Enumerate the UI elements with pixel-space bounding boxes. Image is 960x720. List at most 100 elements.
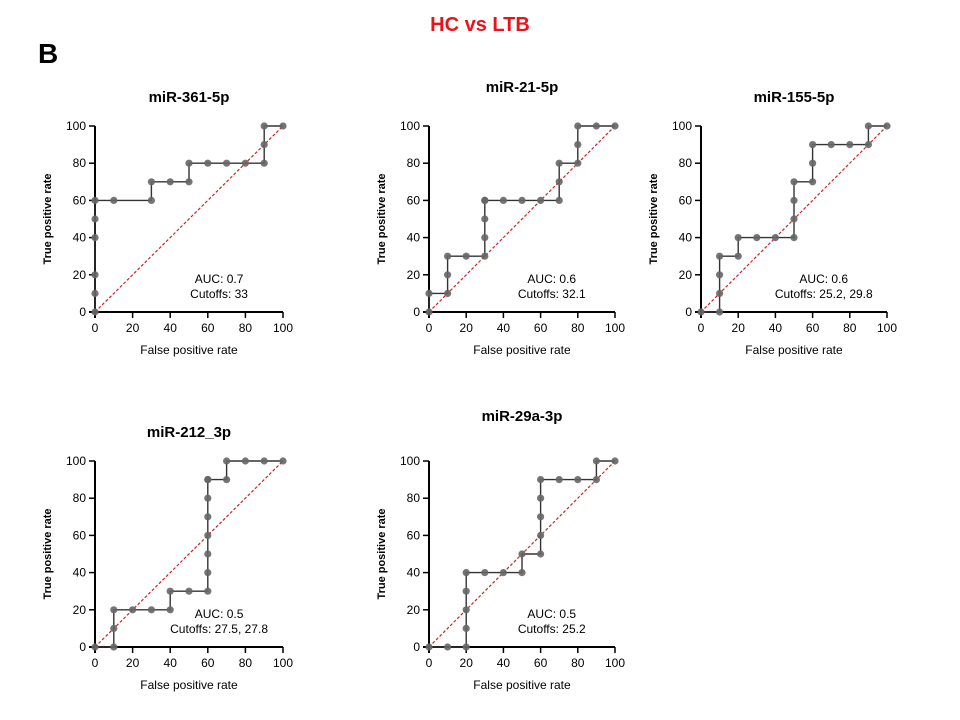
roc-data-point — [574, 141, 582, 149]
roc-data-point — [147, 178, 155, 186]
roc-data-point — [279, 457, 287, 465]
x-tick-label: 80 — [571, 656, 585, 670]
roc-data-point — [518, 569, 526, 577]
roc-data-point — [204, 159, 212, 167]
roc-data-point — [260, 141, 268, 149]
roc-data-point — [790, 196, 798, 204]
roc-data-point — [91, 289, 99, 297]
y-tick-label: 100 — [66, 119, 86, 133]
roc-data-point — [555, 476, 563, 484]
y-tick-label: 0 — [79, 640, 86, 654]
y-tick-label: 20 — [73, 268, 87, 282]
x-tick-label: 60 — [806, 321, 820, 335]
roc-panel: miR-212_3p 0 20 40 60 80 100 0 20 40 60 80 100 True p… — [42, 424, 293, 692]
x-tick-label: 0 — [92, 656, 99, 670]
y-tick-label: 80 — [73, 491, 87, 505]
roc-data-point — [574, 122, 582, 130]
roc-data-point — [537, 476, 545, 484]
y-tick-label: 20 — [407, 268, 421, 282]
y-tick-label: 60 — [407, 193, 421, 207]
roc-data-point — [481, 196, 489, 204]
roc-data-point — [91, 271, 99, 279]
roc-data-point — [166, 587, 174, 595]
y-axis-label: True positive rate — [648, 173, 660, 264]
roc-data-point — [537, 513, 545, 521]
roc-data-point — [827, 141, 835, 149]
y-tick-label: 20 — [679, 268, 693, 282]
roc-data-point — [260, 159, 268, 167]
x-tick-label: 100 — [273, 321, 293, 335]
roc-data-point — [425, 308, 433, 316]
x-tick-label: 0 — [698, 321, 705, 335]
x-tick-label: 100 — [877, 321, 897, 335]
roc-data-point — [462, 606, 470, 614]
figure-title: HC vs LTB — [430, 14, 530, 36]
roc-data-point — [147, 606, 155, 614]
y-tick-label: 100 — [672, 119, 692, 133]
roc-data-point — [241, 159, 249, 167]
x-axis-label: False positive rate — [473, 678, 571, 692]
x-axis-label: False positive rate — [473, 343, 571, 357]
roc-data-point — [110, 196, 118, 204]
roc-data-point — [425, 289, 433, 297]
panel-label: B — [38, 38, 59, 69]
roc-data-point — [537, 196, 545, 204]
reference-diagonal-line — [94, 125, 284, 313]
y-tick-label: 40 — [407, 231, 421, 245]
x-tick-label: 40 — [164, 656, 178, 670]
roc-data-point — [518, 550, 526, 558]
roc-data-point — [204, 476, 212, 484]
y-tick-label: 60 — [679, 193, 693, 207]
y-tick-label: 0 — [685, 305, 692, 319]
cutoffs-annotation: Cutoffs: 32.1 — [518, 287, 586, 301]
roc-data-point — [499, 196, 507, 204]
y-tick-label: 60 — [73, 193, 87, 207]
x-tick-label: 80 — [843, 321, 857, 335]
x-axis-label: False positive rate — [140, 343, 238, 357]
chart-title: miR-155-5p — [754, 89, 835, 106]
roc-data-point — [444, 271, 452, 279]
roc-data-point — [790, 234, 798, 242]
roc-data-point — [91, 234, 99, 242]
roc-data-point — [185, 587, 193, 595]
roc-data-point — [846, 141, 854, 149]
reference-diagonal-line — [94, 460, 284, 648]
auc-annotation: AUC: 0.6 — [799, 272, 848, 286]
roc-data-point — [260, 122, 268, 130]
roc-data-point — [223, 159, 231, 167]
roc-data-point — [462, 252, 470, 260]
roc-data-point — [223, 476, 231, 484]
roc-data-point — [734, 234, 742, 242]
roc-data-point — [809, 178, 817, 186]
roc-data-point — [809, 141, 817, 149]
roc-data-point — [499, 569, 507, 577]
roc-data-point — [166, 178, 174, 186]
roc-data-point — [110, 624, 118, 633]
roc-data-point — [790, 215, 798, 223]
roc-data-point — [716, 252, 724, 260]
roc-data-point — [592, 476, 601, 484]
chart-title: miR-21-5p — [486, 79, 559, 96]
roc-data-point — [462, 624, 470, 633]
roc-data-point — [204, 550, 212, 558]
roc-data-point — [204, 513, 212, 521]
roc-data-point — [883, 122, 891, 130]
roc-data-point — [574, 159, 582, 167]
auc-annotation: AUC: 0.6 — [527, 272, 576, 286]
roc-data-point — [864, 141, 873, 149]
roc-data-point — [537, 550, 545, 558]
x-axis-label: False positive rate — [745, 343, 843, 357]
roc-data-point — [129, 606, 137, 614]
y-tick-label: 40 — [407, 566, 421, 580]
roc-data-point — [864, 122, 873, 130]
x-tick-label: 80 — [239, 321, 253, 335]
y-tick-label: 20 — [73, 603, 87, 617]
roc-data-point — [147, 196, 155, 204]
y-axis-label: True positive rate — [376, 173, 388, 264]
roc-data-point — [260, 457, 268, 465]
x-tick-label: 60 — [201, 321, 215, 335]
x-tick-label: 100 — [605, 321, 625, 335]
roc-data-point — [592, 457, 601, 465]
y-tick-label: 100 — [400, 454, 420, 468]
auc-annotation: AUC: 0.7 — [195, 272, 244, 286]
